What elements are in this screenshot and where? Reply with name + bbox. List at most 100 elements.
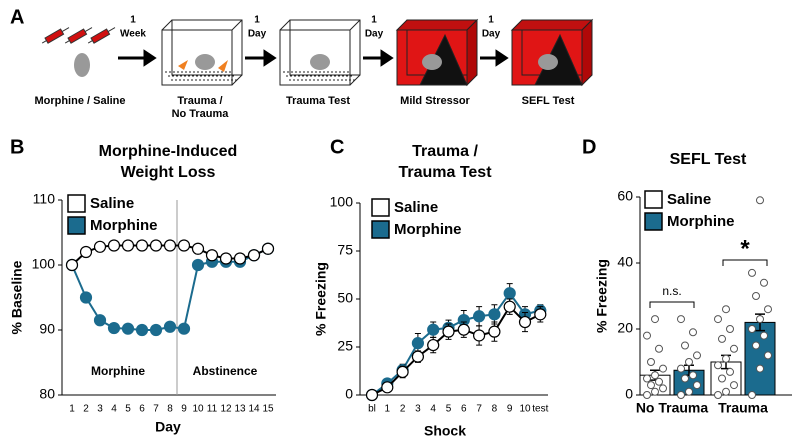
data-point (752, 292, 760, 300)
data-point (681, 341, 689, 350)
point (247, 249, 261, 262)
data-point (677, 315, 685, 324)
data-point (655, 344, 663, 353)
point (457, 323, 470, 336)
data-point (655, 377, 663, 386)
series-line (371, 305, 541, 396)
cage (279, 19, 361, 86)
bar (744, 321, 776, 396)
point (121, 239, 135, 252)
x-tick-label: 9 (181, 404, 187, 415)
legend-swatch (371, 220, 390, 239)
point (518, 315, 532, 329)
data-point (760, 331, 768, 340)
x-tick-label: 8 (492, 404, 498, 415)
data-point (726, 367, 734, 376)
legend-label: Saline (394, 199, 438, 216)
y-tick-label: 75 (337, 242, 353, 258)
point (191, 258, 205, 272)
y-tick-label: 100 (32, 256, 56, 272)
point (503, 287, 516, 300)
interval-label: 1 (254, 15, 260, 26)
point (427, 338, 440, 352)
annotation: Morphine (91, 364, 145, 378)
x-tick-label: 3 (97, 404, 103, 415)
point (473, 329, 486, 342)
x-tick-label: 1 (69, 404, 75, 415)
x-tick-label: bl (368, 404, 376, 415)
x-tick-label: 4 (430, 404, 436, 415)
point (381, 381, 394, 394)
interval-label: Day (248, 29, 267, 40)
x-tick-label: 9 (507, 404, 513, 415)
significance-bracket (649, 301, 695, 308)
legend-label: Saline (667, 191, 711, 208)
panel-label: B (10, 136, 24, 158)
data-point (760, 278, 768, 287)
x-tick-label: Trauma (718, 400, 768, 416)
point (65, 258, 79, 272)
x-tick-label: 12 (220, 404, 232, 415)
x-tick-label: 4 (111, 404, 117, 415)
point (233, 252, 247, 265)
x-axis-label: Day (155, 419, 181, 435)
data-point (685, 387, 693, 396)
legend-swatch (644, 212, 663, 231)
data-point (722, 305, 730, 314)
interval-label: Day (482, 29, 501, 40)
chart-title: Morphine-Induced (99, 143, 238, 160)
legend-swatch (371, 198, 390, 217)
legend-label: Morphine (667, 213, 735, 230)
point (177, 239, 191, 252)
x-axis-label: Shock (424, 423, 466, 439)
step-label: Morphine / Saline (34, 95, 125, 107)
x-tick-label: 2 (83, 404, 89, 415)
interval-label: 1 (488, 15, 494, 26)
step-label: SEFL Test (522, 95, 575, 107)
point (79, 245, 93, 259)
y-tick-label: 100 (330, 194, 354, 210)
data-point (647, 358, 655, 366)
y-tick-label: 0 (625, 386, 633, 402)
x-tick-label: 10 (519, 404, 531, 415)
point (427, 323, 440, 336)
data-point (730, 381, 738, 390)
y-tick-label: 25 (337, 338, 353, 354)
annotation: n.s. (662, 284, 681, 298)
legend-swatch (644, 190, 663, 209)
point (205, 249, 219, 262)
x-tick-label: 1 (385, 404, 391, 415)
data-point (693, 381, 701, 390)
data-point (693, 351, 701, 360)
data-point (718, 334, 726, 343)
point (93, 314, 107, 327)
data-point (748, 325, 756, 333)
significance-bracket (722, 259, 768, 266)
x-tick-label: 8 (167, 404, 173, 415)
panel-label: A (10, 6, 24, 28)
point (191, 242, 205, 255)
data-point (756, 315, 764, 324)
panel-label: C (330, 136, 344, 158)
point (135, 239, 149, 252)
y-tick-label: 0 (345, 386, 353, 402)
data-point (689, 328, 697, 337)
x-tick-label: 11 (207, 404, 218, 415)
annotation: * (740, 235, 750, 262)
y-axis-label: % Freezing (313, 262, 329, 336)
x-tick-label: 3 (415, 404, 421, 415)
x-tick-label: 5 (446, 404, 452, 415)
data-point (651, 387, 659, 396)
cage (161, 19, 243, 86)
x-tick-label: 15 (262, 404, 274, 415)
data-point (764, 351, 772, 360)
data-point (714, 315, 722, 324)
y-tick-label: 20 (617, 320, 633, 336)
point (411, 350, 424, 363)
y-tick-label: 80 (39, 386, 55, 402)
data-point (756, 196, 764, 205)
data-point (651, 315, 659, 324)
data-point (659, 384, 667, 393)
point (411, 337, 424, 350)
x-tick-label: 6 (461, 404, 467, 415)
